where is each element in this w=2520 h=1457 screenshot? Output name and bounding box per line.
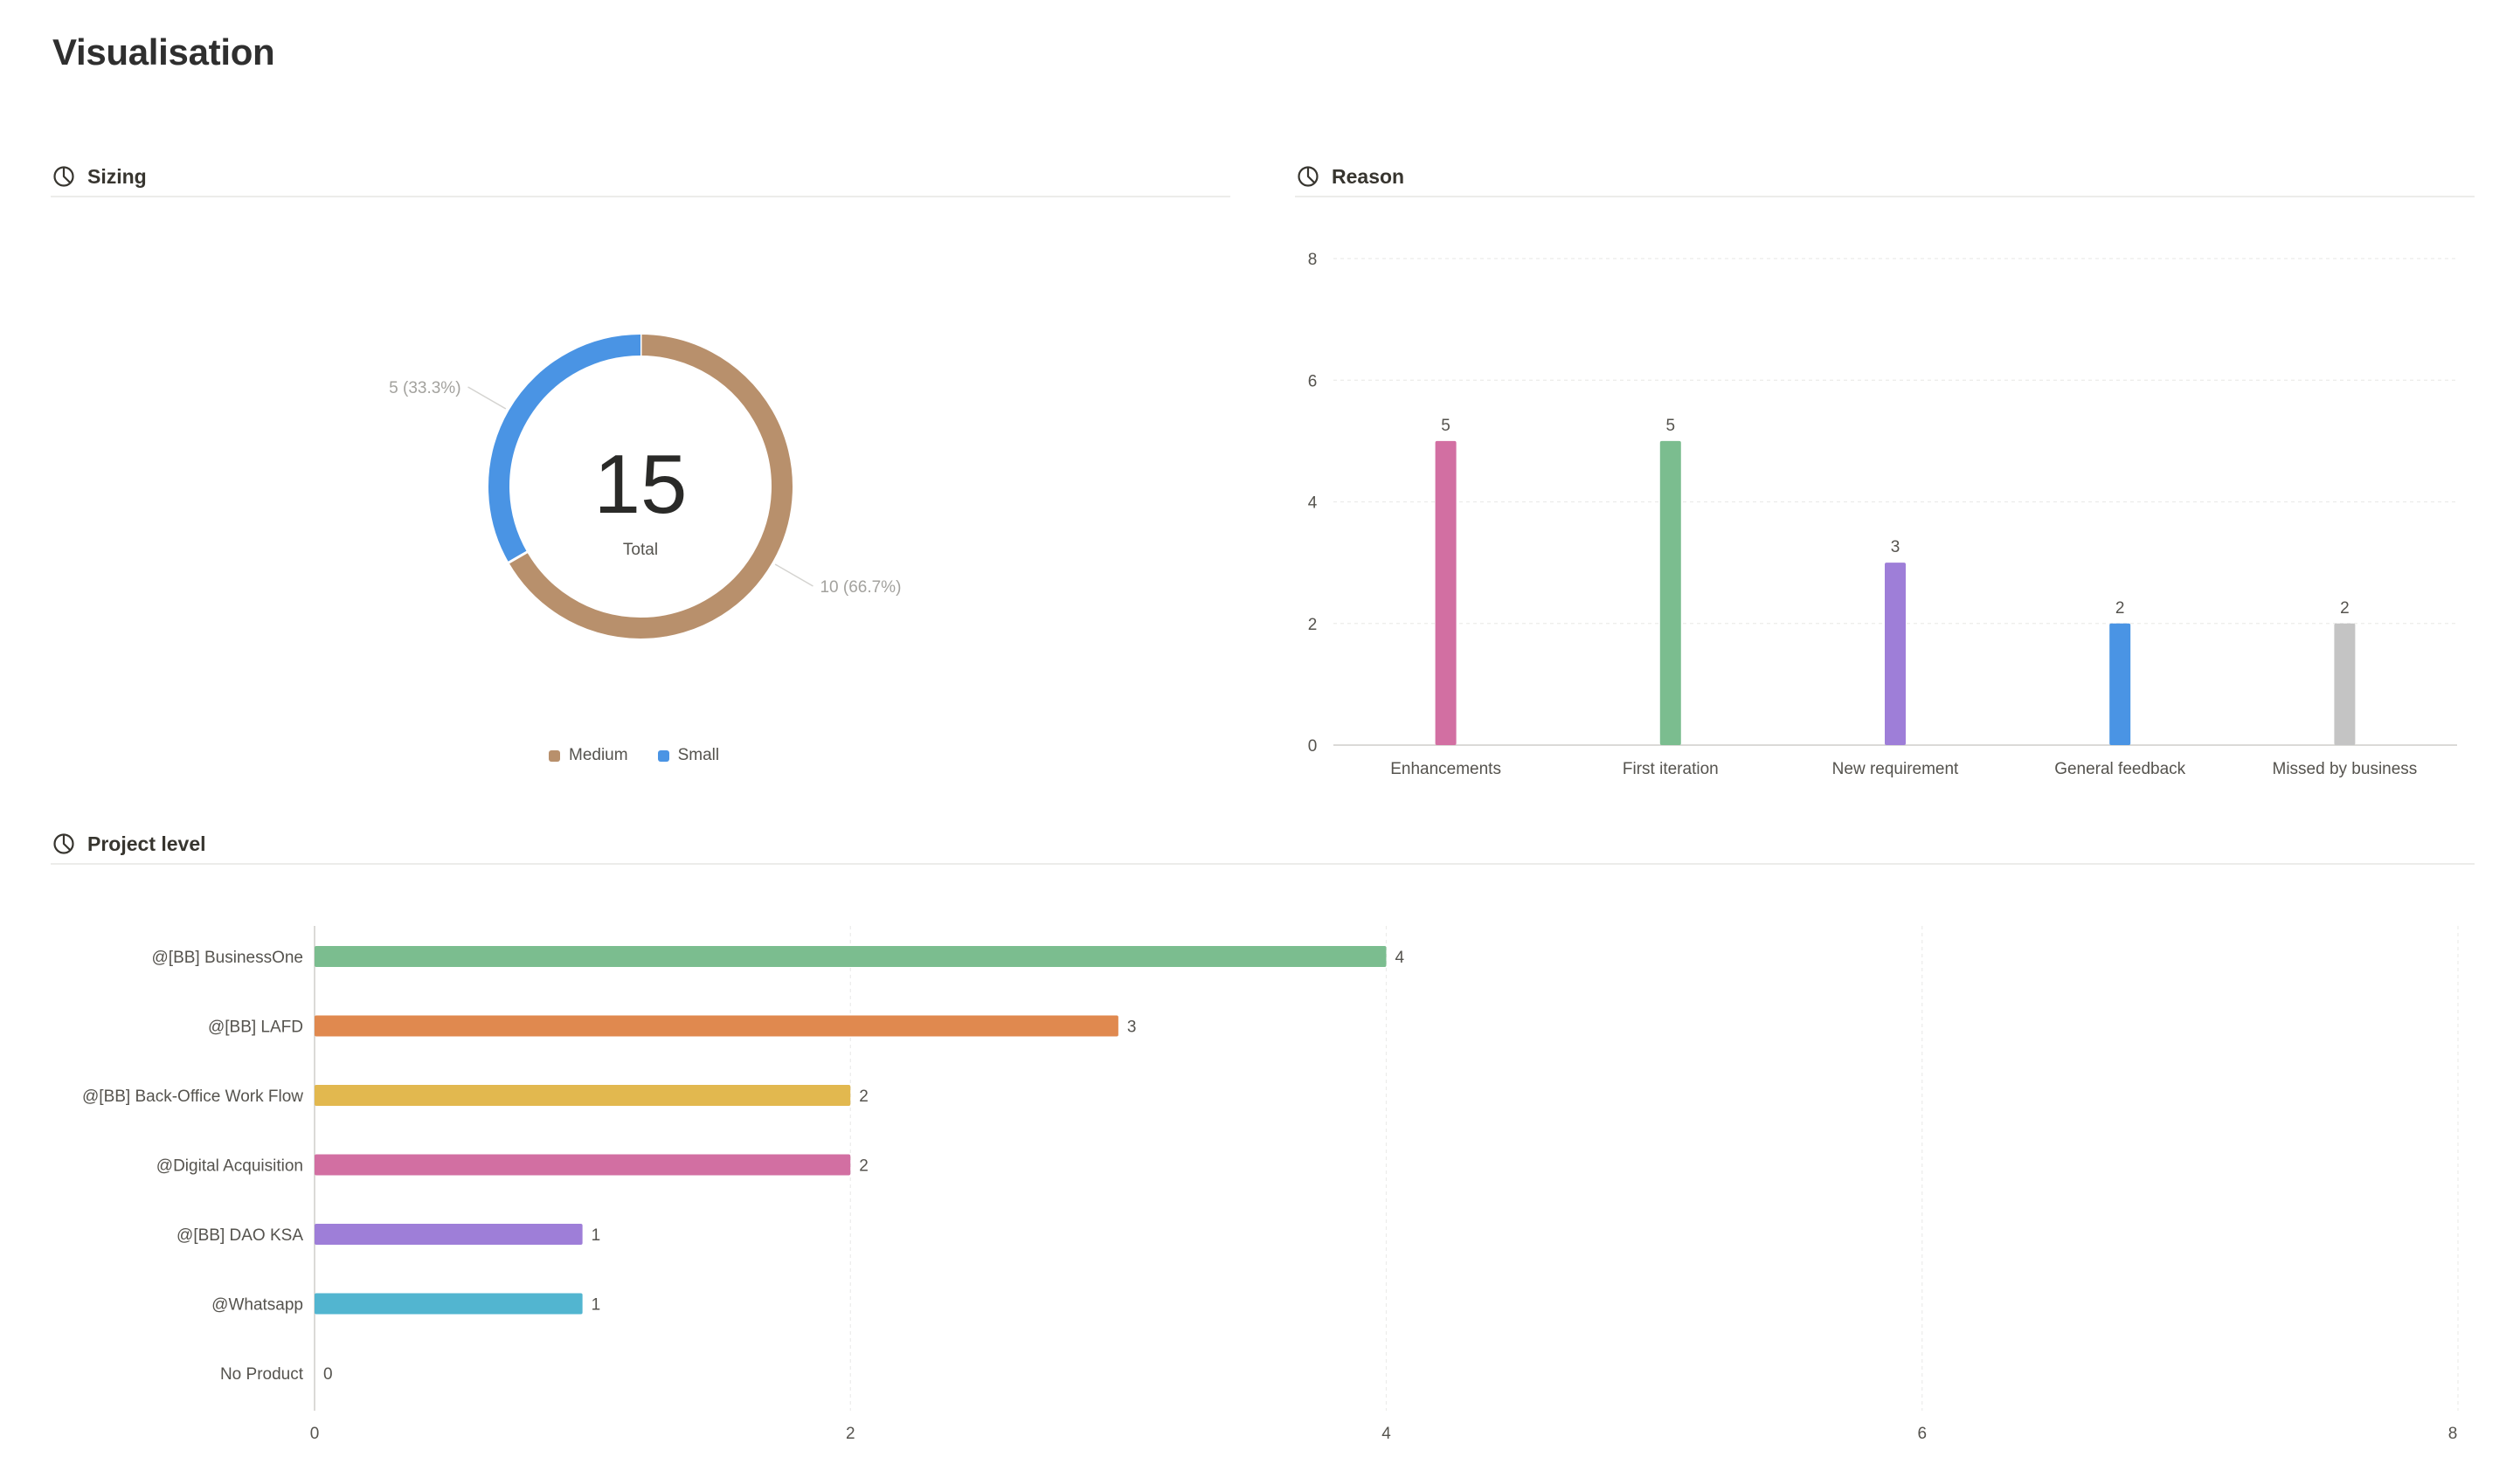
y-tick-label: @[BB] BusinessOne xyxy=(152,949,303,967)
donut-slice-separator xyxy=(507,550,529,564)
donut-slice-label-small: 5 (33.3%) xyxy=(389,379,460,397)
project-panel-header[interactable]: Project level xyxy=(51,825,2475,865)
sizing-panel-header[interactable]: Sizing xyxy=(51,157,1230,197)
bar-whatsapp xyxy=(315,1293,583,1315)
donut-leader-line xyxy=(467,386,507,410)
page-title: Visualisation xyxy=(52,31,275,73)
legend-label: Medium xyxy=(569,746,628,764)
legend-swatch xyxy=(657,749,669,762)
bar-value-label: 2 xyxy=(859,1157,869,1176)
y-tick-label: 8 xyxy=(1308,251,1318,269)
y-tick-label: @[BB] LAFD xyxy=(208,1019,303,1037)
donut-total-value: 15 xyxy=(594,438,688,531)
bar-digital-acquisition xyxy=(315,1154,851,1176)
y-tick-label: @Whatsapp xyxy=(211,1296,303,1315)
reason-bar-chart: 0 2 4 6 8 5 Enhancements 5 First iteration 3 New r… xyxy=(1308,251,2457,778)
reason-panel-title: Reason xyxy=(1332,164,1405,188)
y-tick-label: No Product xyxy=(220,1365,304,1384)
bar-value-label: 4 xyxy=(1395,949,1405,967)
pie-chart-icon xyxy=(51,163,77,190)
bar-bb-businessone xyxy=(315,946,1387,967)
x-tick-label: 2 xyxy=(846,1425,855,1443)
bar-value-label: 2 xyxy=(2340,599,2350,618)
donut-slice-small xyxy=(488,335,641,563)
x-tick-label: First iteration xyxy=(1623,760,1719,778)
y-tick-label: @Digital Acquisition xyxy=(156,1157,303,1176)
bar-value-label: 1 xyxy=(592,1226,601,1245)
project-bar-chart: 0 2 4 6 8 4 @[BB] BusinessOne 3 @[BB] LAFD 2 @[BB]… xyxy=(82,926,2459,1443)
sizing-donut-chart: 10 (66.7%) 5 (33.3%) 15 Total xyxy=(389,334,901,639)
bar-first-iteration xyxy=(1659,440,1681,745)
legend-item-small[interactable]: Small xyxy=(657,746,720,765)
donut-slice-label-medium: 10 (66.7%) xyxy=(820,578,901,597)
donut-slice-medium xyxy=(509,335,793,639)
y-tick-label: 0 xyxy=(1308,737,1318,756)
bar-value-label: 1 xyxy=(592,1296,601,1315)
bar-value-label: 0 xyxy=(323,1365,333,1384)
bar-value-label: 2 xyxy=(2115,599,2125,618)
bar-bb-back-office-work-flow xyxy=(315,1085,851,1106)
donut-total-label: Total xyxy=(623,541,658,559)
x-tick-label: 6 xyxy=(1917,1425,1927,1443)
sizing-panel-title: Sizing xyxy=(87,164,147,188)
y-tick-label: @[BB] DAO KSA xyxy=(177,1226,303,1245)
sizing-legend: Medium Small xyxy=(549,746,719,765)
bar-value-label: 3 xyxy=(1127,1019,1137,1037)
x-tick-label: 8 xyxy=(2448,1425,2458,1443)
bar-value-label: 3 xyxy=(1891,538,1900,556)
legend-swatch xyxy=(549,749,560,762)
y-tick-label: 4 xyxy=(1308,494,1318,513)
bar-missed-by-business xyxy=(2334,623,2356,745)
bar-bb-dao-ksa xyxy=(315,1224,583,1245)
x-tick-label: 4 xyxy=(1381,1425,1391,1443)
pie-chart-icon xyxy=(51,831,77,857)
pie-chart-icon xyxy=(1295,163,1321,190)
bar-general-feedback xyxy=(2109,623,2131,745)
x-tick-label: General feedback xyxy=(2054,760,2185,778)
x-tick-label: Missed by business xyxy=(2273,760,2418,778)
y-tick-label: 2 xyxy=(1308,616,1318,634)
bar-value-label: 5 xyxy=(1441,417,1450,435)
x-tick-label: Enhancements xyxy=(1390,760,1501,778)
bar-enhancements xyxy=(1435,440,1457,745)
bar-new-requirement xyxy=(1885,563,1906,745)
legend-label: Small xyxy=(677,746,720,764)
bar-bb-lafd xyxy=(315,1015,1118,1037)
reason-panel-header[interactable]: Reason xyxy=(1295,157,2475,197)
bar-value-label: 5 xyxy=(1666,417,1676,435)
bar-value-label: 2 xyxy=(859,1088,869,1106)
project-panel-title: Project level xyxy=(87,832,206,855)
x-tick-label: 0 xyxy=(310,1425,320,1443)
y-tick-label: 6 xyxy=(1308,372,1318,390)
x-tick-label: New requirement xyxy=(1832,760,1959,778)
legend-item-medium[interactable]: Medium xyxy=(549,746,628,765)
y-tick-label: @[BB] Back-Office Work Flow xyxy=(82,1088,303,1106)
donut-leader-line xyxy=(774,563,813,587)
